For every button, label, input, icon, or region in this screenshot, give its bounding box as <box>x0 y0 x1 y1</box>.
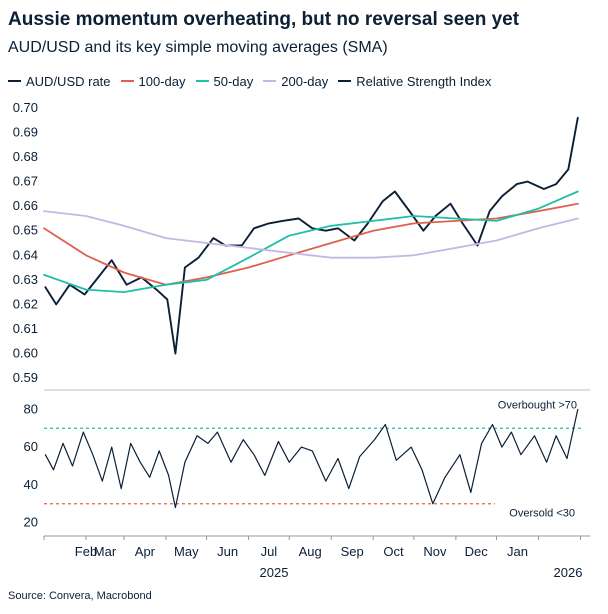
x-tick-label: Apr <box>135 544 156 559</box>
legend-swatch-rsi <box>338 80 352 82</box>
chart-subtitle: AUD/USD and its key simple moving averag… <box>8 39 388 56</box>
legend-item-200-day: 200-day <box>263 74 328 89</box>
x-tick-label: Mar <box>94 544 117 559</box>
legend-swatch-50-day <box>195 80 209 82</box>
legend-item-50-day: 50-day <box>195 73 254 89</box>
series-line-relative-strength-index <box>44 408 579 509</box>
x-tick-label: Sep <box>341 544 364 559</box>
legend-label-50-day: 50-day <box>213 73 254 89</box>
x-tick-label: Feb <box>75 544 97 559</box>
price-panel: 0.70 0.69 0.68 0.67 0.66 0.65 0.64 0.63 0.62 0.61… <box>13 100 590 391</box>
y-tick-label: 0.60 <box>13 345 38 360</box>
year-label-2025: 2025 <box>260 565 289 580</box>
reference-label-70: Overbought >70 <box>498 399 577 411</box>
series-line-50-day <box>43 190 579 294</box>
chart-title: Aussie momentum overheating, but no reve… <box>8 9 520 30</box>
y-tick-label: 0.59 <box>13 370 38 385</box>
legend-item-rsi: Relative Strength Index <box>338 74 491 89</box>
x-tick-label: Oct <box>383 544 404 559</box>
legend-item-100-day: 100-day <box>120 73 186 89</box>
y-tick-label: 0.65 <box>13 223 38 238</box>
series-line-200-day <box>43 210 579 259</box>
series-line-aud-usd-rate <box>44 116 579 355</box>
rsi-panel: 80 60 40 20 Overbought >70 Oversold <30 <box>24 399 582 530</box>
x-tick-label: Nov <box>423 544 447 559</box>
x-tick-label: May <box>174 544 199 559</box>
source-note: Source: Convera, Macrobond <box>8 590 152 602</box>
y-tick-label: 60 <box>24 439 38 454</box>
y-tick-label: 20 <box>24 515 38 530</box>
y-tick-label: 80 <box>24 401 38 416</box>
x-tick-label: Dec <box>465 544 489 559</box>
series-line-100-day <box>43 202 579 286</box>
y-tick-label: 0.64 <box>13 247 38 262</box>
chart-legend: AUD/USD rate 100-day 50-day 200-day Rela… <box>8 72 501 90</box>
y-tick-label: 0.67 <box>13 174 38 189</box>
y-tick-label: 0.69 <box>13 125 38 140</box>
x-tick-label: Aug <box>299 544 322 559</box>
year-label-2026: 2026 <box>554 565 583 580</box>
y-tick-label: 0.62 <box>13 296 38 311</box>
y-tick-label: 0.66 <box>13 198 38 213</box>
legend-swatch-100-day <box>120 80 134 82</box>
y-tick-label: 40 <box>24 477 38 492</box>
reference-label-30: Oversold <30 <box>509 508 575 520</box>
legend-label-rsi: Relative Strength Index <box>356 73 492 89</box>
y-tick-label: 0.68 <box>13 149 38 164</box>
x-tick-label: Jan <box>507 544 528 559</box>
x-tick-label: Jun <box>217 544 238 559</box>
y-tick-label: 0.61 <box>13 321 38 336</box>
legend-swatch-200-day <box>263 80 277 82</box>
x-tick-label: Jul <box>261 544 278 559</box>
legend-label-aud-usd: AUD/USD rate <box>26 73 111 89</box>
legend-item-aud-usd: AUD/USD rate <box>8 74 111 89</box>
legend-swatch-aud-usd <box>8 80 21 82</box>
legend-label-200-day: 200-day <box>281 73 329 89</box>
y-tick-label: 0.63 <box>13 272 38 287</box>
y-tick-label: 0.70 <box>13 100 38 115</box>
legend-label-100-day: 100-day <box>138 73 186 89</box>
